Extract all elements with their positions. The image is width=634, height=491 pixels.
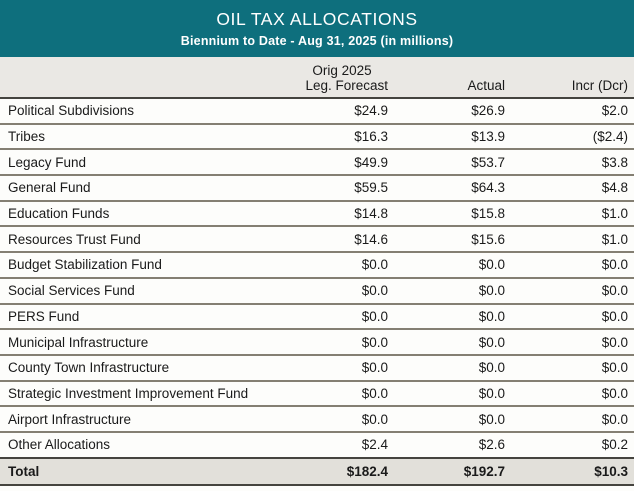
- empty-header-cell: [505, 57, 634, 78]
- table-row: Education Funds $14.8 $15.8 $1.0: [0, 200, 634, 227]
- forecast-value: $49.9: [296, 149, 388, 176]
- column-header-row: Leg. Forecast Actual Incr (Dcr): [0, 78, 634, 99]
- actual-value: $0.0: [388, 354, 505, 381]
- table-row: Other Allocations $2.4 $2.6 $0.2: [0, 431, 634, 458]
- table-row: Tribes $16.3 $13.9 ($2.4): [0, 123, 634, 150]
- row-label: PERS Fund: [0, 303, 296, 330]
- column-header-incr-dcr: Incr (Dcr): [505, 78, 634, 99]
- row-label: Strategic Investment Improvement Fund: [0, 380, 296, 407]
- incr-value: $1.0: [505, 226, 634, 253]
- total-forecast-value: $182.4: [296, 457, 388, 485]
- forecast-value: $14.8: [296, 200, 388, 227]
- row-label: Municipal Infrastructure: [0, 329, 296, 355]
- forecast-value: $16.3: [296, 123, 388, 150]
- forecast-value: $14.6: [296, 226, 388, 253]
- table-row: Strategic Investment Improvement Fund $0…: [0, 380, 634, 407]
- total-row: Total $182.4 $192.7 $10.3: [0, 457, 634, 485]
- total-label: Total: [0, 457, 296, 485]
- incr-value: $0.0: [505, 329, 634, 355]
- forecast-value: $24.9: [296, 98, 388, 124]
- table-row: Municipal Infrastructure $0.0 $0.0 $0.0: [0, 329, 634, 355]
- row-label: Tribes: [0, 123, 296, 150]
- row-label: Budget Stabilization Fund: [0, 252, 296, 278]
- allocations-table: Orig 2025 Leg. Forecast Actual Incr (Dcr…: [0, 57, 634, 486]
- column-header-leg-forecast: Leg. Forecast: [296, 78, 388, 99]
- total-actual-value: $192.7: [388, 457, 505, 485]
- forecast-value: $0.0: [296, 380, 388, 407]
- actual-value: $0.0: [388, 329, 505, 355]
- report-title: OIL TAX ALLOCATIONS: [216, 9, 418, 29]
- forecast-value: $0.0: [296, 277, 388, 304]
- actual-value: $0.0: [388, 380, 505, 407]
- forecast-value: $0.0: [296, 329, 388, 355]
- incr-value: $3.8: [505, 149, 634, 176]
- report-banner: OIL TAX ALLOCATIONS Biennium to Date - A…: [0, 0, 634, 57]
- table-row: General Fund $59.5 $64.3 $4.8: [0, 175, 634, 201]
- incr-value: $4.8: [505, 175, 634, 201]
- table-row: Resources Trust Fund $14.6 $15.6 $1.0: [0, 226, 634, 253]
- actual-value: $15.8: [388, 200, 505, 227]
- incr-value: $1.0: [505, 200, 634, 227]
- actual-value: $13.9: [388, 123, 505, 150]
- row-label: Airport Infrastructure: [0, 406, 296, 432]
- forecast-value: $2.4: [296, 431, 388, 458]
- table-body: Political Subdivisions $24.9 $26.9 $2.0 …: [0, 98, 634, 458]
- actual-value: $15.6: [388, 226, 505, 253]
- incr-value: $0.2: [505, 431, 634, 458]
- forecast-value: $59.5: [296, 175, 388, 201]
- actual-value: $0.0: [388, 303, 505, 330]
- column-group-header-row: Orig 2025: [0, 57, 634, 78]
- forecast-value: $0.0: [296, 354, 388, 381]
- table-row: Legacy Fund $49.9 $53.7 $3.8: [0, 149, 634, 176]
- row-label: Legacy Fund: [0, 149, 296, 176]
- table-row: Budget Stabilization Fund $0.0 $0.0 $0.0: [0, 252, 634, 278]
- incr-value: $0.0: [505, 277, 634, 304]
- actual-value: $53.7: [388, 149, 505, 176]
- forecast-value: $0.0: [296, 252, 388, 278]
- table-row: County Town Infrastructure $0.0 $0.0 $0.…: [0, 354, 634, 381]
- column-group-header-orig-2025: Orig 2025: [296, 57, 388, 78]
- actual-value: $26.9: [388, 98, 505, 124]
- table-footer: Total $182.4 $192.7 $10.3: [0, 457, 634, 485]
- forecast-value: $0.0: [296, 303, 388, 330]
- table-row: Social Services Fund $0.0 $0.0 $0.0: [0, 277, 634, 304]
- row-label: County Town Infrastructure: [0, 354, 296, 381]
- table-row: Airport Infrastructure $0.0 $0.0 $0.0: [0, 406, 634, 432]
- actual-value: $0.0: [388, 277, 505, 304]
- actual-value: $0.0: [388, 406, 505, 432]
- empty-header-cell: [0, 78, 296, 99]
- incr-value: $2.0: [505, 98, 634, 124]
- empty-header-cell: [0, 57, 296, 78]
- incr-value: $0.0: [505, 252, 634, 278]
- table-row: Political Subdivisions $24.9 $26.9 $2.0: [0, 98, 634, 124]
- incr-value: $0.0: [505, 406, 634, 432]
- actual-value: $0.0: [388, 252, 505, 278]
- table-header: Orig 2025 Leg. Forecast Actual Incr (Dcr…: [0, 57, 634, 99]
- incr-value: $0.0: [505, 380, 634, 407]
- incr-value: ($2.4): [505, 123, 634, 150]
- incr-value: $0.0: [505, 354, 634, 381]
- report-subtitle: Biennium to Date - Aug 31, 2025 (in mill…: [180, 34, 454, 48]
- row-label: Education Funds: [0, 200, 296, 227]
- actual-value: $64.3: [388, 175, 505, 201]
- row-label: Resources Trust Fund: [0, 226, 296, 253]
- forecast-value: $0.0: [296, 406, 388, 432]
- column-header-actual: Actual: [388, 78, 505, 99]
- empty-header-cell: [388, 57, 505, 78]
- incr-value: $0.0: [505, 303, 634, 330]
- row-label: Social Services Fund: [0, 277, 296, 304]
- row-label: Other Allocations: [0, 431, 296, 458]
- table-row: PERS Fund $0.0 $0.0 $0.0: [0, 303, 634, 330]
- row-label: Political Subdivisions: [0, 98, 296, 124]
- row-label: General Fund: [0, 175, 296, 201]
- total-incr-value: $10.3: [505, 457, 634, 485]
- actual-value: $2.6: [388, 431, 505, 458]
